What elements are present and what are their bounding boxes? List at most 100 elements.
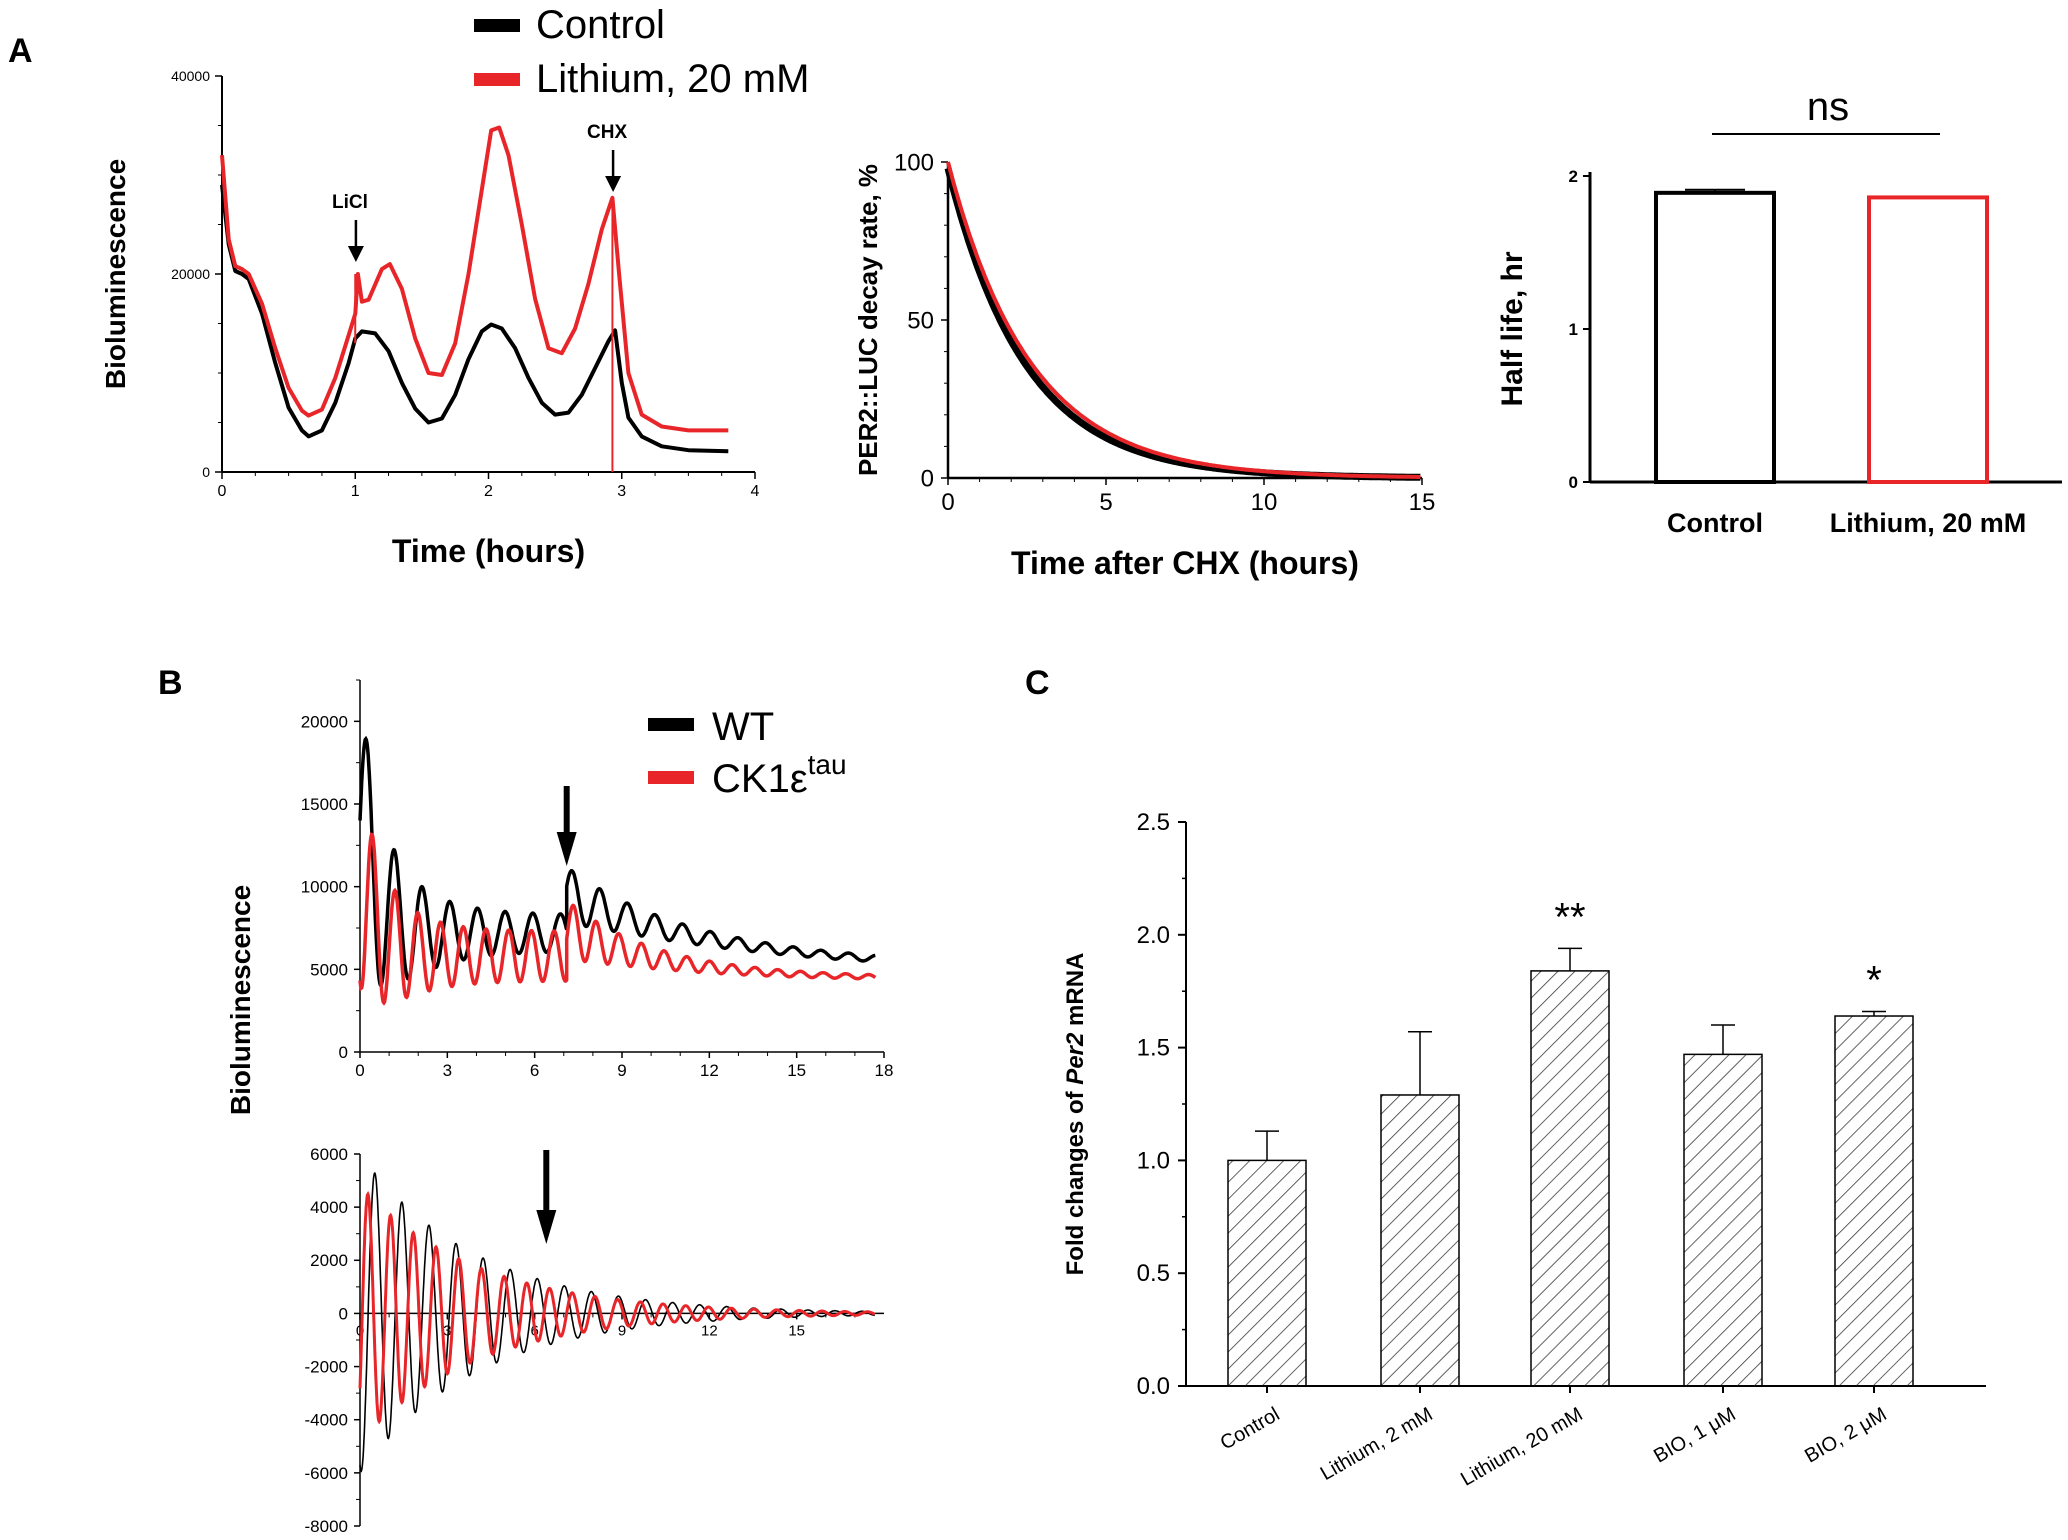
legend-panel-a: Control Lithium, 20 mM (474, 3, 809, 101)
legend-swatch-lithium (474, 73, 520, 86)
y-tick-label: 1.0 (1137, 1147, 1170, 1174)
series-line-ck1tau (358, 1190, 876, 1425)
chart-b1-raw-bioluminescence: 0 3 6 9 12 15 18 0 5000 10000 15000 20000 (301, 679, 894, 1080)
annotation-arrow-head (605, 176, 622, 192)
y-axis-label: Half life, hr (1496, 251, 1529, 406)
legend-label-ck1: CK1εtau (712, 749, 847, 801)
y-tick-label: 20000 (171, 266, 210, 282)
y-tick-label: 2000 (310, 1251, 348, 1270)
category-label: Lithium, 20 mM (1457, 1403, 1586, 1490)
chart-b2-detrended-bioluminescence: 0 3 6 9 12 15-8000-6000-4000-2000020004000600… (305, 1145, 884, 1536)
y-tick-label: -2000 (305, 1358, 348, 1377)
y-axis-label: PER2::LUC decay rate, % (853, 164, 883, 476)
y-tick-label: 10000 (301, 878, 348, 897)
x-tick-label: 18 (875, 1061, 894, 1080)
annotation-label: LiCl (332, 192, 368, 213)
x-tick-label: 0 (355, 1061, 364, 1080)
significance-label: ** (1554, 895, 1585, 939)
x-tick-label: 1 (351, 483, 360, 500)
x-tick-label: 3 (617, 483, 626, 500)
y-tick-label: 0 (1569, 473, 1578, 492)
y-tick-label: 50 (907, 307, 934, 334)
y-tick-label: 2.5 (1137, 809, 1170, 836)
series-line-ck1tau (358, 832, 877, 1006)
x-tick-label: 6 (530, 1061, 539, 1080)
y-axis-label-gene: Per2 (1062, 1032, 1089, 1085)
x-tick-label: 9 (617, 1061, 626, 1080)
annotation-label: CHX (587, 122, 627, 143)
x-tick-label: 0 (218, 483, 227, 500)
legend-swatch-wt (648, 718, 694, 731)
y-axis-label: Bioluminescence (100, 159, 131, 389)
x-tick-label: 2 (484, 483, 493, 500)
y-tick-label: 1.5 (1137, 1035, 1170, 1062)
significance-label: * (1866, 959, 1882, 1003)
y-tick-label: 6000 (310, 1145, 348, 1164)
y-tick-label: -4000 (305, 1411, 348, 1430)
category-label: Control (1217, 1403, 1284, 1454)
y-axis-label: Fold changes of Per2 mRNA (1062, 953, 1089, 1276)
bar (1380, 1094, 1460, 1387)
series-line-lithium (946, 161, 1421, 479)
series-line-control (220, 184, 729, 454)
legend-label-ck1-sup: tau (808, 749, 847, 780)
y-tick-label: -6000 (305, 1464, 348, 1483)
y-tick-label: 100 (894, 149, 934, 176)
legend-label-wt: WT (712, 705, 774, 749)
x-tick-label: 15 (1409, 489, 1436, 516)
category-label: Lithium, 20 mM (1830, 508, 2027, 538)
y-tick-label: -8000 (305, 1517, 348, 1536)
x-tick-label: 15 (788, 1322, 805, 1339)
bar (1683, 1053, 1763, 1387)
series-line-control (944, 167, 1421, 481)
category-label: Control (1667, 508, 1763, 538)
bar (1654, 190, 1776, 485)
bar (1834, 1015, 1914, 1387)
x-axis-label: Time (hours) (392, 533, 585, 569)
treatment-arrow-head (556, 832, 577, 866)
panel-b-ylabel: Bioluminescence (225, 885, 256, 1115)
x-tick-label: 5 (1099, 489, 1112, 516)
legend-panel-b: WT CK1εtau (648, 705, 847, 801)
x-tick-label: 10 (1251, 489, 1278, 516)
panel-letter-a: A (8, 32, 33, 70)
series-line-lithium (220, 125, 729, 433)
treatment-arrow-head (536, 1210, 557, 1244)
category-label: BIO, 1 μM (1650, 1403, 1739, 1467)
x-tick-label: 3 (443, 1061, 452, 1080)
panel-letter-b: B (158, 664, 183, 702)
y-tick-label: 2.0 (1137, 922, 1170, 949)
bar (1530, 970, 1610, 1387)
y-tick-label: 0.0 (1137, 1373, 1170, 1400)
category-label: Lithium, 2 mM (1317, 1403, 1437, 1485)
legend-swatch-ck1 (648, 771, 694, 784)
y-tick-label: 0 (339, 1304, 348, 1323)
legend-label-ck1-main: CK1ε (712, 757, 808, 801)
panel-letter-c: C (1025, 664, 1050, 702)
category-label: BIO, 2 μM (1801, 1403, 1890, 1467)
y-tick-label: 0 (921, 465, 934, 492)
bar (1867, 195, 1989, 484)
x-tick-label: 12 (701, 1322, 718, 1339)
y-tick-label: 4000 (310, 1198, 348, 1217)
legend-label-lithium: Lithium, 20 mM (536, 57, 809, 101)
chart-a3-half-life: 0 1 2 Control Lithium, 20 mM ns Half life, hr (1496, 85, 2062, 538)
y-tick-label: 5000 (310, 960, 348, 979)
y-tick-label: 0.5 (1137, 1260, 1170, 1287)
x-tick-label: 3 (443, 1322, 451, 1339)
significance-label: ns (1807, 85, 1849, 129)
y-axis-label-part: Fold changes of (1062, 1085, 1089, 1276)
x-tick-label: 0 (941, 489, 954, 516)
x-tick-label: 0 (356, 1322, 364, 1339)
y-tick-label: 2 (1569, 167, 1578, 186)
bar (1227, 1159, 1307, 1387)
annotation-arrow-head (347, 246, 364, 262)
y-tick-label: 15000 (301, 795, 348, 814)
x-tick-label: 4 (751, 483, 760, 500)
legend-label-control: Control (536, 3, 665, 47)
y-tick-label: 20000 (301, 712, 348, 731)
y-tick-label: 1 (1569, 320, 1578, 339)
